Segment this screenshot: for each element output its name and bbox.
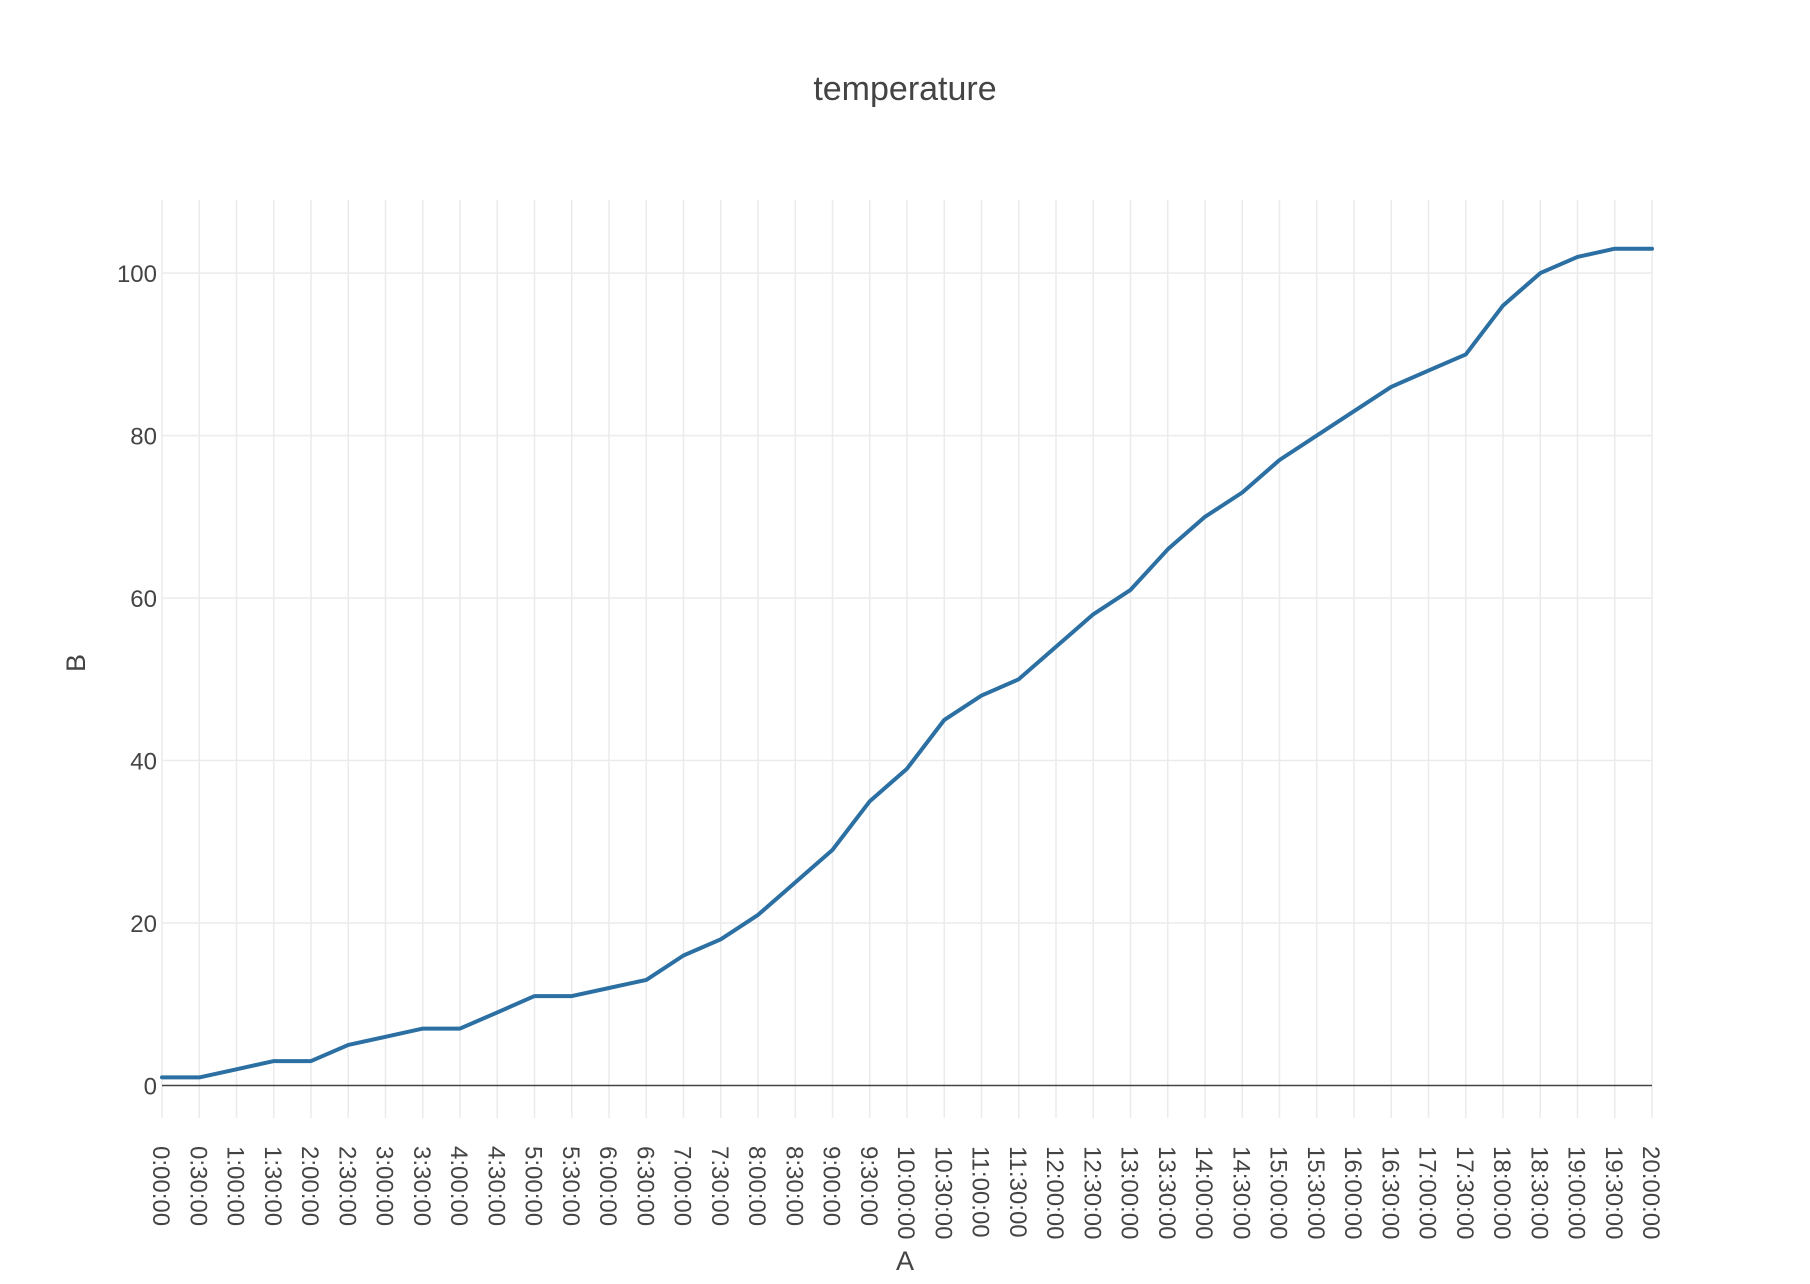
x-tick-label: 10:00:00 bbox=[892, 1146, 919, 1239]
y-tick-label: 80 bbox=[130, 424, 157, 451]
x-tick-label: 18:30:00 bbox=[1525, 1146, 1552, 1239]
x-tick-label: 11:30:00 bbox=[1004, 1146, 1031, 1238]
x-tick-label: 9:00:00 bbox=[818, 1146, 845, 1226]
x-tick-label: 16:00:00 bbox=[1339, 1146, 1366, 1239]
x-tick-label: 0:00:00 bbox=[147, 1146, 174, 1226]
y-tick-label: 60 bbox=[130, 586, 157, 613]
x-tick-label: 7:30:00 bbox=[706, 1146, 733, 1226]
x-tick-label: 15:30:00 bbox=[1302, 1146, 1329, 1239]
chart-title: temperature bbox=[813, 70, 996, 108]
x-tick-label: 19:00:00 bbox=[1563, 1146, 1590, 1239]
x-tick-label: 1:00:00 bbox=[222, 1146, 249, 1226]
x-tick-label: 5:30:00 bbox=[557, 1146, 584, 1226]
x-tick-label: 4:30:00 bbox=[482, 1146, 509, 1226]
x-tick-label: 13:00:00 bbox=[1116, 1146, 1143, 1239]
x-tick-label: 17:00:00 bbox=[1414, 1146, 1441, 1239]
x-tick-label: 14:00:00 bbox=[1190, 1146, 1217, 1239]
x-tick-label: 8:00:00 bbox=[743, 1146, 770, 1226]
x-tick-label: 12:30:00 bbox=[1078, 1146, 1105, 1239]
x-tick-label: 5:00:00 bbox=[520, 1146, 547, 1226]
x-tick-label: 12:00:00 bbox=[1041, 1146, 1068, 1239]
y-tick-label: 20 bbox=[130, 911, 157, 938]
x-tick-label: 7:00:00 bbox=[669, 1146, 696, 1226]
x-tick-label: 8:30:00 bbox=[780, 1146, 807, 1226]
x-tick-label: 3:30:00 bbox=[408, 1146, 435, 1226]
x-tick-label: 13:30:00 bbox=[1153, 1146, 1180, 1239]
x-tick-label: 18:00:00 bbox=[1488, 1146, 1515, 1239]
series-group bbox=[160, 246, 1654, 1080]
x-axis-ticks: 0:00:00 0:30:00 1:00:00 1:30:00 2:00:00 2:30:… bbox=[147, 1146, 1664, 1239]
y-axis-ticks: 0 20 40 60 80 100 bbox=[117, 261, 157, 1100]
x-tick-label: 19:30:00 bbox=[1600, 1146, 1627, 1239]
y-tick-label: 40 bbox=[130, 749, 157, 776]
x-axis-title: A bbox=[896, 1246, 914, 1276]
x-tick-label: 3:00:00 bbox=[371, 1146, 398, 1226]
x-tick-label: 1:30:00 bbox=[259, 1146, 286, 1226]
x-tick-label: 4:00:00 bbox=[445, 1146, 472, 1226]
x-tick-label: 16:30:00 bbox=[1376, 1146, 1403, 1239]
x-tick-label: 6:30:00 bbox=[631, 1146, 658, 1226]
x-tick-label: 9:30:00 bbox=[855, 1146, 882, 1226]
x-tick-label: 2:00:00 bbox=[296, 1146, 323, 1226]
x-tick-label: 11:00:00 bbox=[967, 1146, 994, 1238]
x-tick-label: 6:00:00 bbox=[594, 1146, 621, 1226]
x-tick-label: 14:30:00 bbox=[1227, 1146, 1254, 1239]
y-axis-title: B bbox=[61, 654, 91, 672]
y-tick-label: 0 bbox=[144, 1074, 157, 1101]
y-tick-label: 100 bbox=[117, 261, 157, 288]
x-tick-label: 10:30:00 bbox=[929, 1146, 956, 1239]
x-tick-label: 20:00:00 bbox=[1637, 1146, 1664, 1239]
y-gridlines bbox=[162, 272, 1652, 924]
x-tick-label: 0:30:00 bbox=[184, 1146, 211, 1226]
x-tick-label: 15:00:00 bbox=[1265, 1146, 1292, 1239]
x-tick-label: 17:30:00 bbox=[1451, 1146, 1478, 1239]
x-gridlines bbox=[161, 200, 1653, 1118]
series-line bbox=[160, 246, 1654, 1080]
x-tick-label: 2:30:00 bbox=[333, 1146, 360, 1226]
